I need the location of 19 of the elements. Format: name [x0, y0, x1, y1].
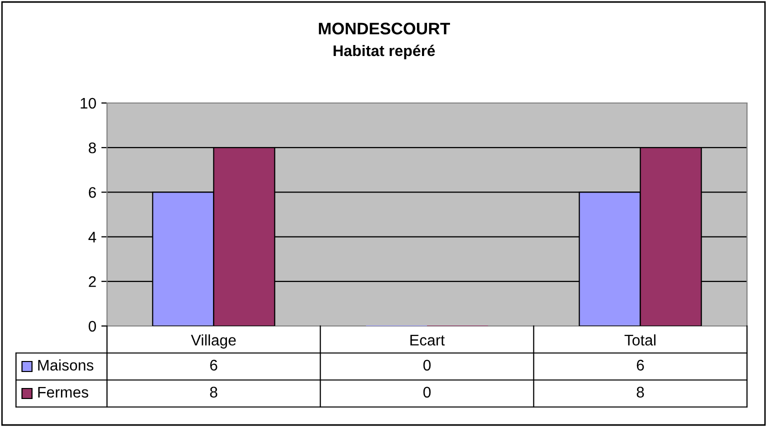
data-label: 6 — [210, 360, 218, 371]
y-tick-label: 10 — [80, 98, 96, 109]
y-tick-label: 0 — [88, 320, 96, 332]
legend-label: Fermes — [38, 386, 88, 398]
y-tick-label: 2 — [88, 276, 96, 287]
y-tick-label: 4 — [88, 232, 96, 242]
x-tick-label: Ecart — [410, 334, 445, 346]
data-label: 8 — [210, 386, 218, 398]
data-label: 6 — [636, 360, 644, 371]
chart-title: MONDESCOURT — [318, 22, 450, 34]
data-label: 0 — [423, 386, 431, 398]
data-label: 8 — [636, 386, 644, 398]
y-tick-label: 6 — [88, 187, 96, 198]
x-tick-label: Village — [190, 334, 236, 349]
chart-subtitle: Habitat repéré — [334, 44, 435, 60]
x-tick-label: Total — [624, 334, 656, 346]
y-tick-label: 8 — [88, 142, 96, 154]
data-label: 0 — [423, 360, 431, 371]
legend-label: Maisons — [38, 359, 94, 371]
